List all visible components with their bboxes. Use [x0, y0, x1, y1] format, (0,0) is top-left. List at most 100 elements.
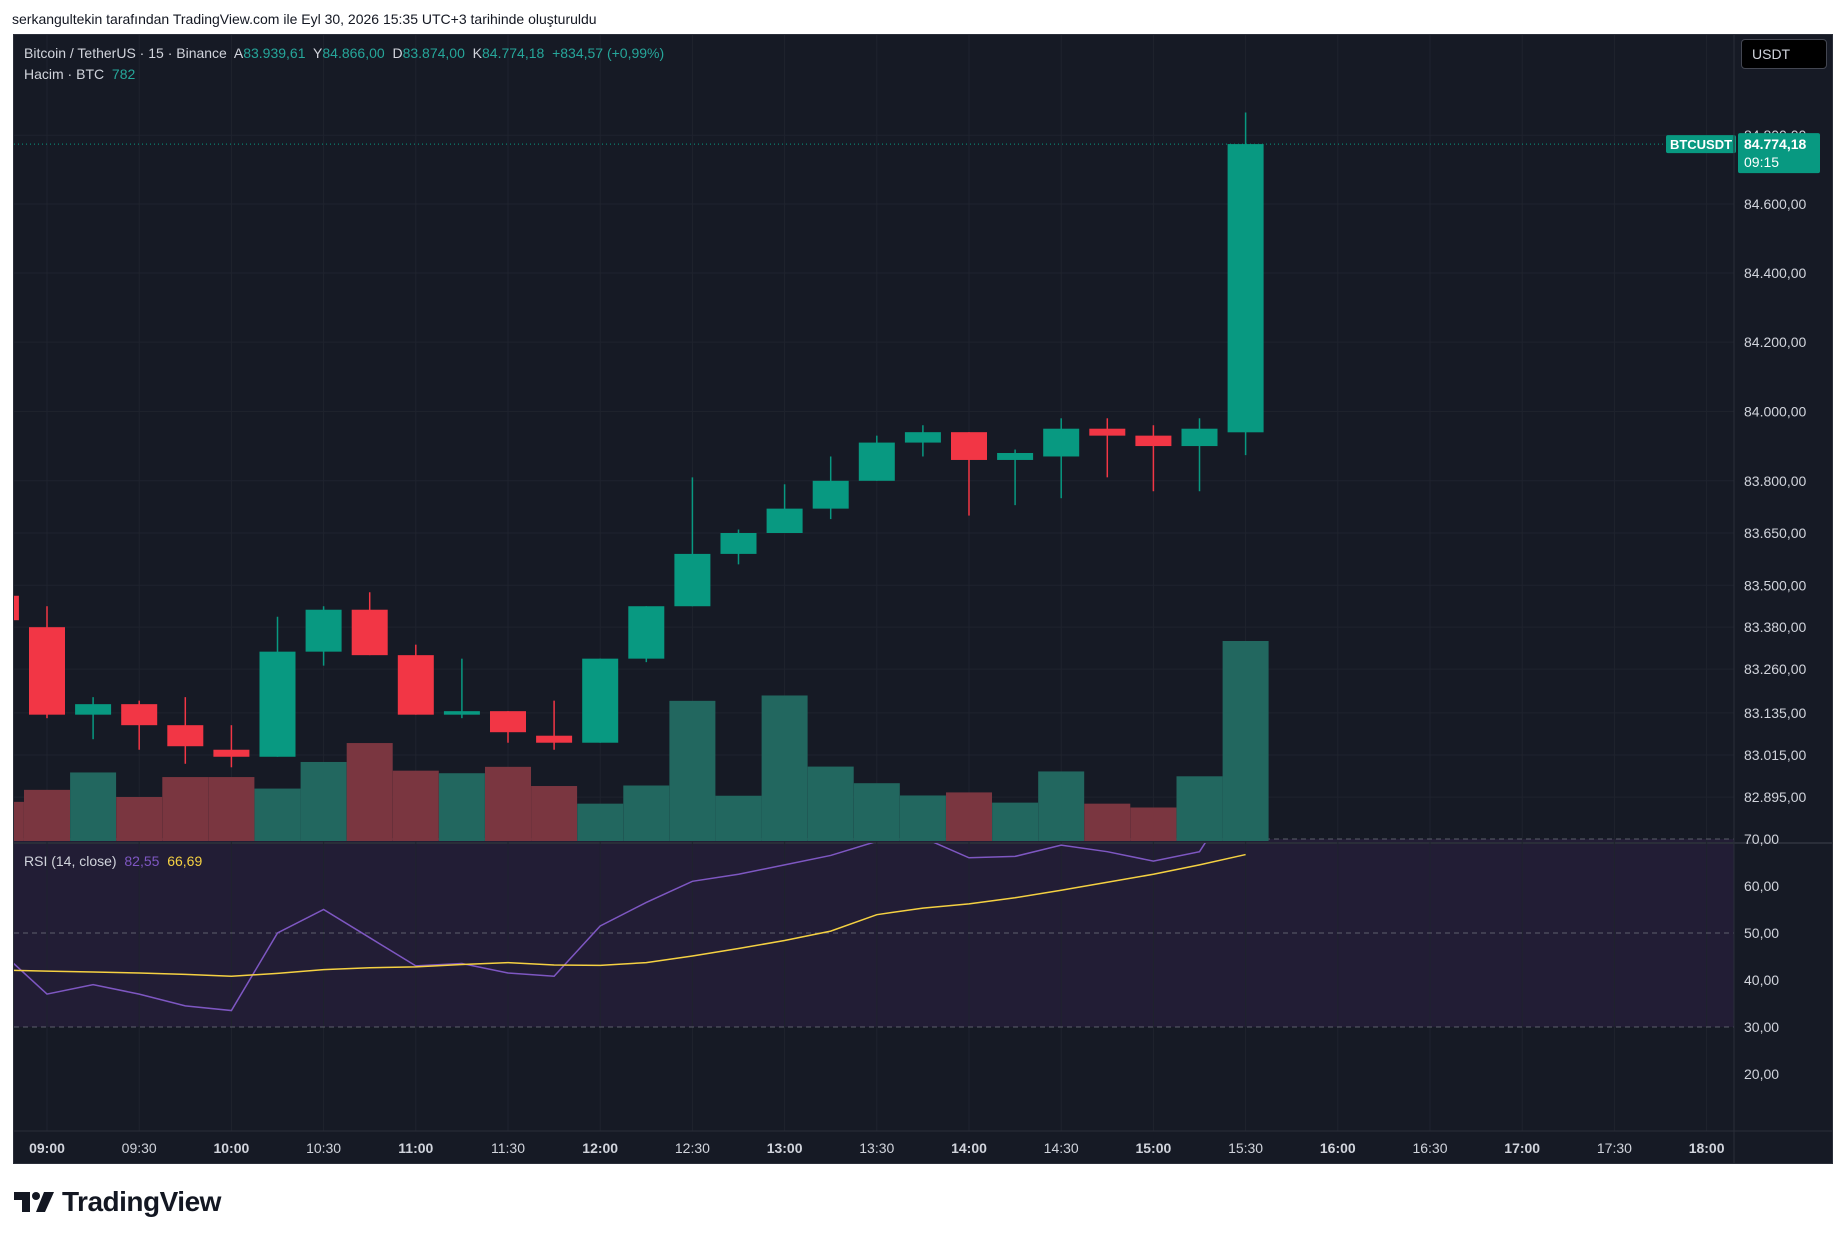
volume-bar — [1130, 807, 1177, 841]
candle-body — [1089, 428, 1126, 436]
volume-bar — [1038, 771, 1085, 841]
volume-bar — [116, 797, 163, 841]
candle-body — [1227, 144, 1264, 433]
volume-legend: Hacim · BTC 782 — [24, 66, 135, 82]
currency-button[interactable]: USDT — [1741, 39, 1827, 69]
y-axis-tick-label: 83.650,00 — [1744, 525, 1806, 541]
open-value: 83.939,61 — [243, 45, 306, 61]
last-price-tag — [1738, 133, 1820, 174]
x-axis-tick-label: 09:30 — [122, 1140, 157, 1156]
x-axis-tick-label: 15:30 — [1228, 1140, 1263, 1156]
candle-body — [720, 532, 757, 554]
close-label: K — [472, 45, 482, 61]
candle-body — [14, 595, 19, 621]
y-axis-tick-label: 84.200,00 — [1744, 334, 1806, 350]
volume-bar — [208, 777, 255, 841]
volume-bar — [853, 783, 900, 841]
candle-body — [858, 442, 895, 481]
y-axis-tick-label: 83.260,00 — [1744, 661, 1806, 677]
volume-bar — [899, 795, 946, 841]
volume-bar — [70, 772, 117, 841]
rsi-axis-tick-label: 20,00 — [1744, 1066, 1779, 1082]
y-axis-tick-label: 83.800,00 — [1744, 473, 1806, 489]
low-value: 83.874,00 — [402, 45, 465, 61]
rsi-legend: RSI (14, close) 82,55 66,69 — [24, 853, 202, 869]
x-axis-tick-label: 11:30 — [491, 1140, 525, 1156]
countdown-timer: 09:15 — [1744, 154, 1779, 170]
volume-bar — [1222, 641, 1269, 841]
y-axis-tick-label: 84.600,00 — [1744, 196, 1806, 212]
symbol-tag-label: BTCUSDT — [1670, 137, 1732, 152]
x-axis-tick-label: 14:30 — [1044, 1140, 1079, 1156]
volume-bar — [438, 773, 485, 841]
x-axis-tick-label: 16:30 — [1412, 1140, 1447, 1156]
tradingview-logo-icon — [14, 1192, 54, 1212]
volume-bar — [14, 801, 24, 841]
tradingview-logo[interactable]: TradingView — [14, 1186, 221, 1218]
volume-bar — [300, 761, 347, 841]
candle-body — [1181, 428, 1218, 447]
candle-body — [29, 627, 65, 715]
change-value: +834,57 (+0,99%) — [552, 45, 665, 61]
y-axis-tick-label: 83.380,00 — [1744, 619, 1806, 635]
candle-body — [75, 704, 112, 715]
symbol-label[interactable]: Bitcoin / TetherUS · 15 · Binance — [24, 45, 227, 61]
candle-body — [213, 749, 250, 757]
volume-bar — [715, 795, 762, 841]
last-price-value: 84.774,18 — [1744, 136, 1806, 152]
candle-body — [812, 480, 849, 509]
volume-bar — [623, 785, 670, 841]
close-value: 84.774,18 — [482, 45, 545, 61]
y-axis-tick-label: 83.135,00 — [1744, 705, 1806, 721]
high-label: Y — [313, 45, 323, 61]
candle-body — [167, 725, 204, 747]
x-axis-tick-label: 13:00 — [767, 1140, 803, 1156]
x-axis-tick-label: 09:00 — [29, 1140, 65, 1156]
x-axis-tick-label: 17:30 — [1597, 1140, 1632, 1156]
candle-body — [766, 508, 803, 533]
volume-bar — [1084, 803, 1131, 841]
candle-body — [674, 553, 711, 607]
low-label: D — [392, 45, 403, 61]
candle-body — [397, 655, 434, 715]
x-axis-tick-label: 12:30 — [675, 1140, 710, 1156]
volume-bar — [946, 792, 992, 841]
volume-bar — [531, 786, 578, 841]
rsi-ma-value: 66,69 — [167, 853, 203, 869]
candle-body — [628, 606, 665, 659]
y-axis-tick-label: 82.895,00 — [1744, 789, 1806, 805]
candle-body — [490, 711, 526, 733]
candle-body — [1135, 435, 1172, 447]
candle-body — [536, 735, 573, 743]
chart-caption: serkangultekin tarafından TradingView.co… — [12, 11, 597, 27]
candle-body — [997, 453, 1034, 460]
volume-bar — [392, 770, 439, 841]
ohlc-legend: Bitcoin / TetherUS · 15 · Binance A83.93… — [24, 45, 664, 61]
x-axis-tick-label: 16:00 — [1320, 1140, 1356, 1156]
y-axis-tick-label: 84.000,00 — [1744, 403, 1806, 419]
volume-value: 782 — [111, 66, 136, 82]
volume-bar — [346, 743, 393, 841]
volume-label[interactable]: Hacim · BTC — [24, 66, 105, 82]
candle-body — [121, 704, 158, 726]
volume-bar — [577, 803, 624, 841]
rsi-axis-tick-label: 40,00 — [1744, 972, 1779, 988]
volume-bar — [669, 700, 716, 841]
candle-body — [259, 651, 296, 757]
candle-body — [351, 609, 388, 656]
rsi-axis-tick-label: 30,00 — [1744, 1019, 1779, 1035]
y-axis-tick-label: 83.015,00 — [1744, 747, 1806, 763]
rsi-axis-tick-label: 70,00 — [1744, 831, 1779, 847]
x-axis-tick-label: 14:00 — [951, 1140, 987, 1156]
rsi-label[interactable]: RSI (14, close) — [24, 853, 117, 869]
tradingview-logo-text: TradingView — [62, 1186, 221, 1217]
volume-bar — [1176, 776, 1223, 841]
volume-bar — [254, 788, 301, 841]
rsi-ma-line — [14, 853, 1246, 977]
chart-canvas[interactable]: 09:00 09:30 10:00 10:30 11:00 11:30 12:00 12:30… — [14, 35, 1832, 1163]
y-axis-tick-label: 83.500,00 — [1744, 577, 1806, 593]
volume-bar — [24, 789, 70, 841]
open-label: A — [233, 45, 244, 61]
chart-panel[interactable]: 09:00 09:30 10:00 10:30 11:00 11:30 12:00 12:30… — [13, 34, 1833, 1164]
x-axis-tick-label: 15:00 — [1135, 1140, 1171, 1156]
